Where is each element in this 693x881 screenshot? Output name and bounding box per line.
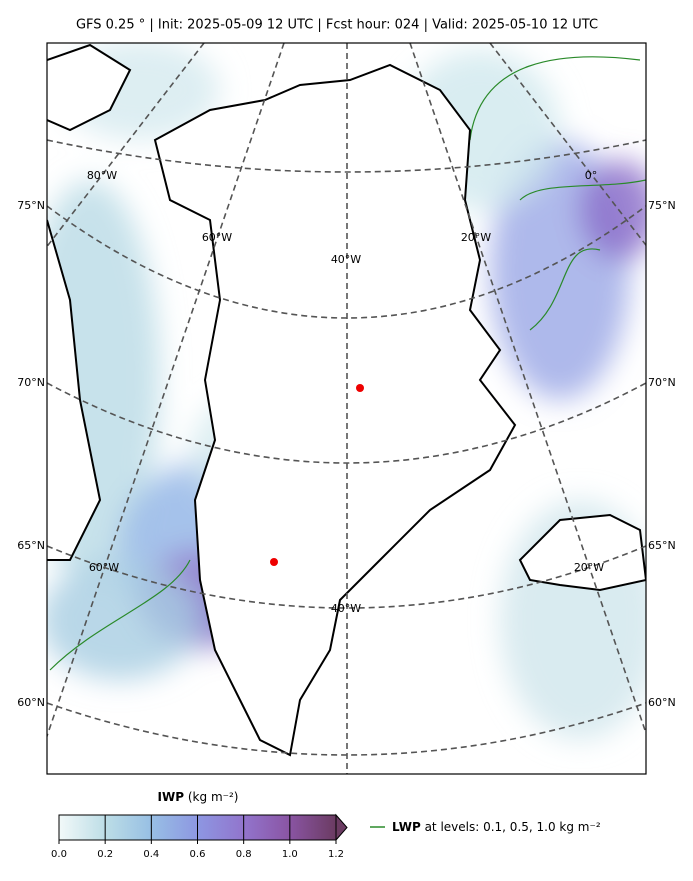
lat-label: 70°N: [17, 376, 45, 389]
legend-text: LWP at levels: 0.1, 0.5, 1.0 kg m⁻²: [392, 820, 601, 834]
title: GFS 0.25 ° | Init: 2025-05-09 12 UTC | F…: [76, 18, 598, 33]
lat-label: 65°N: [648, 539, 676, 552]
legend-name: LWP: [392, 820, 421, 834]
lat-label: 65°N: [17, 539, 45, 552]
colorbar-tick-label: 1.2: [328, 849, 344, 860]
colorbar-unit: (kg m⁻²): [188, 790, 239, 804]
lon-label: 0°: [585, 169, 598, 182]
lat-label: 60°N: [648, 696, 676, 709]
legend-levels: at levels: 0.1, 0.5, 1.0 kg m⁻²: [425, 820, 601, 834]
lat-label: 60°N: [17, 696, 45, 709]
lon-label: 20°W: [574, 561, 604, 574]
lon-label: 20°W: [461, 231, 491, 244]
lon-label: 80°W: [87, 169, 117, 182]
graticule: [47, 43, 646, 774]
lon-label: 60°W: [89, 561, 119, 574]
lon-label: 40°W: [331, 602, 361, 615]
colorbar-tick-label: 0.4: [143, 849, 159, 860]
lat-label: 70°N: [648, 376, 676, 389]
lat-label: 75°N: [17, 199, 45, 212]
map: [47, 43, 646, 774]
lon-label: 60°W: [202, 231, 232, 244]
colorbar-extension: [335, 813, 348, 842]
lat-label: 75°N: [648, 199, 676, 212]
colorbar-tick-label: 0.8: [236, 849, 252, 860]
colorbar-title: IWP: [158, 790, 185, 804]
colorbar-tick-label: 0.0: [51, 849, 67, 860]
coastlines: [47, 43, 646, 757]
colorbar-tick-label: 1.0: [282, 849, 298, 860]
colorbar-tick-label: 0.6: [190, 849, 206, 860]
lwp-contours: [49, 56, 646, 671]
map-frame: [46, 42, 647, 775]
colorbar-tick-label: 0.2: [97, 849, 113, 860]
lon-label: 40°W: [331, 253, 361, 266]
colorbar-label: IWP (kg m⁻²): [158, 790, 239, 804]
markers: [270, 384, 364, 566]
